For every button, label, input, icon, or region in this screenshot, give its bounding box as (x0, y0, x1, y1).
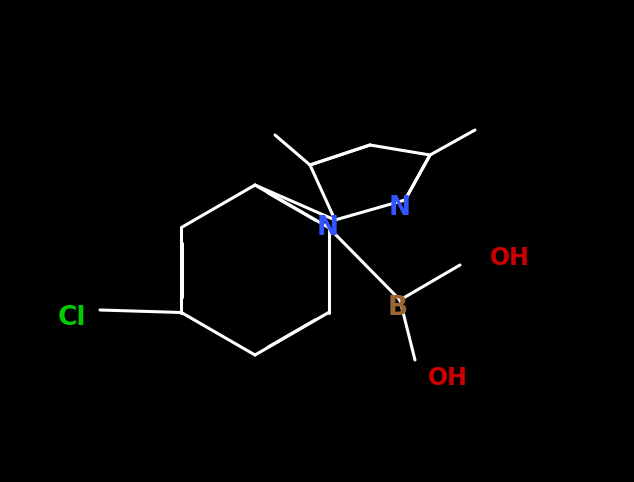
Text: Cl: Cl (58, 305, 86, 331)
Text: OH: OH (428, 366, 468, 390)
Text: N: N (389, 195, 411, 221)
Text: OH: OH (490, 246, 530, 270)
Text: N: N (317, 215, 339, 241)
Text: B: B (388, 295, 408, 321)
